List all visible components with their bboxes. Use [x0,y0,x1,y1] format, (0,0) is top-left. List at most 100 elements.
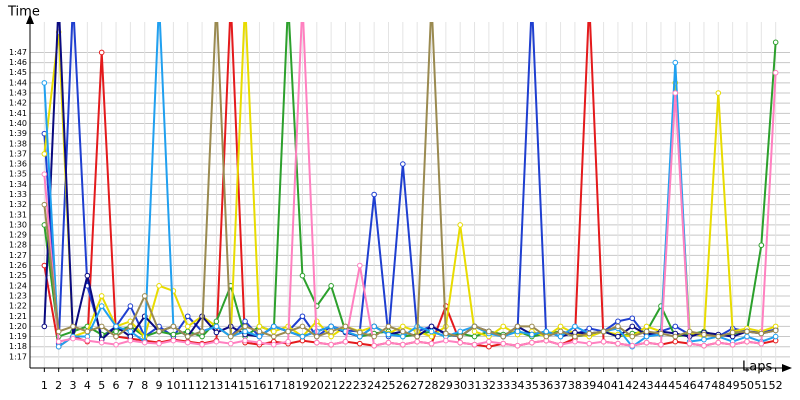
point [701,331,707,338]
x-tick-label: 38 [568,379,582,392]
point [715,90,722,96]
point [471,333,478,340]
x-tick-label: 40 [597,379,611,392]
point [98,339,105,346]
point [457,339,463,346]
point [457,328,463,335]
point [56,0,61,4]
point [514,342,521,349]
point [113,328,119,335]
point [543,333,550,340]
point [744,333,750,340]
point [156,283,162,289]
point [357,262,363,269]
point [557,341,564,348]
x-tick-label: 52 [769,379,783,392]
point [772,333,779,340]
point [586,340,593,347]
point [572,338,578,345]
point [600,338,607,345]
point [55,328,62,335]
point [557,323,564,330]
x-tick-label: 8 [141,379,148,392]
point [156,340,162,347]
y-tick-label: 1:34 [9,180,27,189]
point [70,335,76,342]
x-tick-label: 44 [654,379,668,392]
point [772,327,779,334]
x-tick-label: 17 [267,379,281,392]
point [170,323,177,330]
x-tick-label: 48 [711,379,725,392]
point [500,333,507,340]
y-tick-label: 1:21 [9,312,27,321]
point [299,272,306,279]
point [371,342,377,349]
point [84,328,91,335]
y-axis-arrow [26,14,34,24]
point [157,0,162,4]
point [98,49,105,56]
point [156,328,162,335]
point [228,0,233,4]
point [256,333,263,340]
x-tick-label: 20 [310,379,324,392]
x-tick-label: 25 [381,379,395,392]
x-tick-label: 35 [525,379,539,392]
point [385,323,392,330]
point [428,340,435,347]
y-tick-label: 1:37 [9,149,27,158]
point [772,69,779,76]
point [557,333,564,340]
tick-labels: 1:171:181:191:201:211:22 1:231:241:251:26… [9,48,783,392]
point [443,337,449,344]
series-line [43,22,777,339]
point [529,323,535,330]
point [299,323,306,330]
x-tick-label: 2 [55,379,62,392]
y-tick-label: 1:25 [9,271,27,280]
point [643,323,650,330]
point [701,342,707,349]
point [530,0,535,4]
x-tick-label: 19 [295,379,309,392]
x-tick-label: 28 [425,379,439,392]
x-tick-label: 14 [224,379,238,392]
point [615,323,621,330]
point [199,333,205,340]
point [457,333,463,340]
point [758,340,765,347]
series-line [43,22,776,339]
point [443,330,449,337]
point [84,337,91,344]
x-tick-label: 21 [324,379,338,392]
y-tick-label: 1:45 [9,68,27,77]
series-line [43,22,777,347]
point [70,323,76,330]
point [184,323,191,330]
point [213,338,220,345]
x-tick-label: 47 [697,379,711,392]
point [113,333,119,340]
x-tick-label: 33 [496,379,510,392]
x-tick-label: 16 [252,379,266,392]
point [744,328,750,335]
point [385,331,392,338]
point [600,328,607,335]
point [371,191,377,198]
y-tick-label: 1:39 [9,129,27,138]
series-line [43,22,776,339]
point [672,90,679,96]
point [514,323,521,330]
point [514,328,521,335]
x-tick-label: 32 [482,379,496,392]
x-tick-label: 11 [181,379,195,392]
point [270,328,277,335]
x-tick-label: 37 [554,379,568,392]
point [414,338,420,345]
y-tick-label: 1:38 [9,139,27,148]
point [170,331,177,338]
x-tick-label: 22 [338,379,352,392]
point [127,337,134,344]
